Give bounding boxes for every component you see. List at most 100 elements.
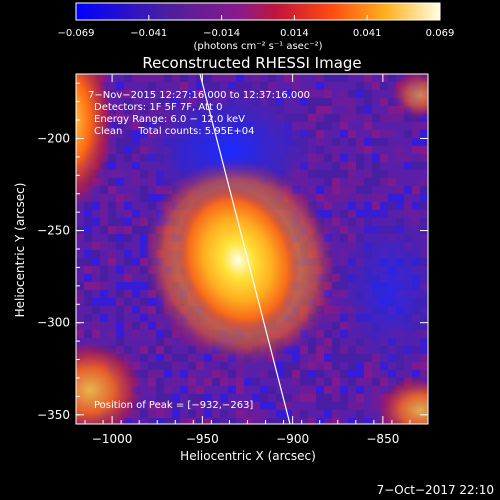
image-pixel xyxy=(412,130,420,138)
image-pixel xyxy=(380,146,388,154)
image-pixel xyxy=(340,386,348,394)
image-pixel xyxy=(364,394,372,402)
image-pixel xyxy=(316,338,324,346)
image-pixel xyxy=(132,114,140,122)
image-pixel xyxy=(124,234,132,242)
image-pixel xyxy=(276,410,284,418)
image-pixel xyxy=(412,370,420,378)
image-pixel xyxy=(156,338,164,346)
image-pixel xyxy=(364,162,372,170)
x-axis-label: Heliocentric X (arcsec) xyxy=(180,449,316,463)
image-pixel xyxy=(308,402,316,410)
image-pixel xyxy=(116,218,124,226)
image-pixel xyxy=(156,90,164,98)
image-pixel xyxy=(308,82,316,90)
image-pixel xyxy=(420,130,428,138)
image-pixel xyxy=(332,354,340,362)
image-pixel xyxy=(340,106,348,114)
image-pixel xyxy=(124,186,132,194)
image-pixel xyxy=(420,138,428,146)
image-pixel xyxy=(100,210,108,218)
image-pixel xyxy=(260,418,268,424)
image-pixel xyxy=(356,130,364,138)
image-pixel xyxy=(172,378,180,386)
image-pixel xyxy=(204,362,212,370)
image-pixel xyxy=(220,378,228,386)
image-pixel xyxy=(180,418,188,424)
image-pixel xyxy=(316,378,324,386)
image-pixel xyxy=(340,202,348,210)
image-pixel xyxy=(388,170,396,178)
image-pixel xyxy=(140,402,148,410)
image-pixel xyxy=(76,306,84,314)
image-pixel xyxy=(180,338,188,346)
image-pixel xyxy=(316,90,324,98)
image-pixel xyxy=(340,210,348,218)
image-pixel xyxy=(292,354,300,362)
image-pixel xyxy=(156,394,164,402)
x-tick-label: −850 xyxy=(366,432,399,446)
image-pixel xyxy=(116,298,124,306)
image-pixel xyxy=(116,146,124,154)
image-pixel xyxy=(140,362,148,370)
image-pixel xyxy=(188,354,196,362)
image-pixel xyxy=(172,354,180,362)
image-pixel xyxy=(372,130,380,138)
image-pixel xyxy=(116,330,124,338)
image-pixel xyxy=(372,186,380,194)
image-pixel xyxy=(164,362,172,370)
image-pixel xyxy=(140,106,148,114)
image-pixel xyxy=(140,346,148,354)
image-plot-area xyxy=(76,74,428,424)
image-pixel xyxy=(300,370,308,378)
image-pixel xyxy=(140,290,148,298)
image-pixel xyxy=(324,186,332,194)
image-pixel xyxy=(132,338,140,346)
image-pixel xyxy=(316,410,324,418)
image-pixel xyxy=(148,362,156,370)
image-pixel xyxy=(84,274,92,282)
image-pixel xyxy=(132,178,140,186)
image-pixel xyxy=(148,402,156,410)
image-pixel xyxy=(196,418,204,424)
image-pixel xyxy=(148,338,156,346)
image-pixel xyxy=(332,114,340,122)
image-pixel xyxy=(148,330,156,338)
image-pixel xyxy=(100,226,108,234)
image-pixel xyxy=(116,274,124,282)
image-pixel xyxy=(188,386,196,394)
image-pixel xyxy=(124,266,132,274)
image-pixel xyxy=(372,170,380,178)
image-pixel xyxy=(356,106,364,114)
image-pixel xyxy=(204,370,212,378)
image-pixel xyxy=(156,402,164,410)
image-pixel xyxy=(404,178,412,186)
image-pixel xyxy=(100,186,108,194)
image-pixel xyxy=(324,146,332,154)
image-pixel xyxy=(276,402,284,410)
image-pixel xyxy=(412,162,420,170)
image-pixel xyxy=(140,202,148,210)
image-pixel xyxy=(364,138,372,146)
image-pixel xyxy=(340,194,348,202)
image-pixel xyxy=(100,234,108,242)
image-pixel xyxy=(116,138,124,146)
image-pixel xyxy=(316,354,324,362)
image-pixel xyxy=(388,378,396,386)
image-pixel xyxy=(220,74,228,82)
image-pixel xyxy=(108,330,116,338)
image-pixel xyxy=(132,226,140,234)
image-pixel xyxy=(412,186,420,194)
image-pixel xyxy=(284,394,292,402)
image-pixel xyxy=(340,122,348,130)
image-pixel xyxy=(236,370,244,378)
image-pixel xyxy=(268,378,276,386)
image-pixel xyxy=(372,82,380,90)
image-pixel xyxy=(332,82,340,90)
image-pixel xyxy=(324,370,332,378)
image-pixel xyxy=(124,90,132,98)
image-pixel xyxy=(172,394,180,402)
image-pixel xyxy=(180,386,188,394)
image-pixel xyxy=(420,170,428,178)
image-pixel xyxy=(76,290,84,298)
